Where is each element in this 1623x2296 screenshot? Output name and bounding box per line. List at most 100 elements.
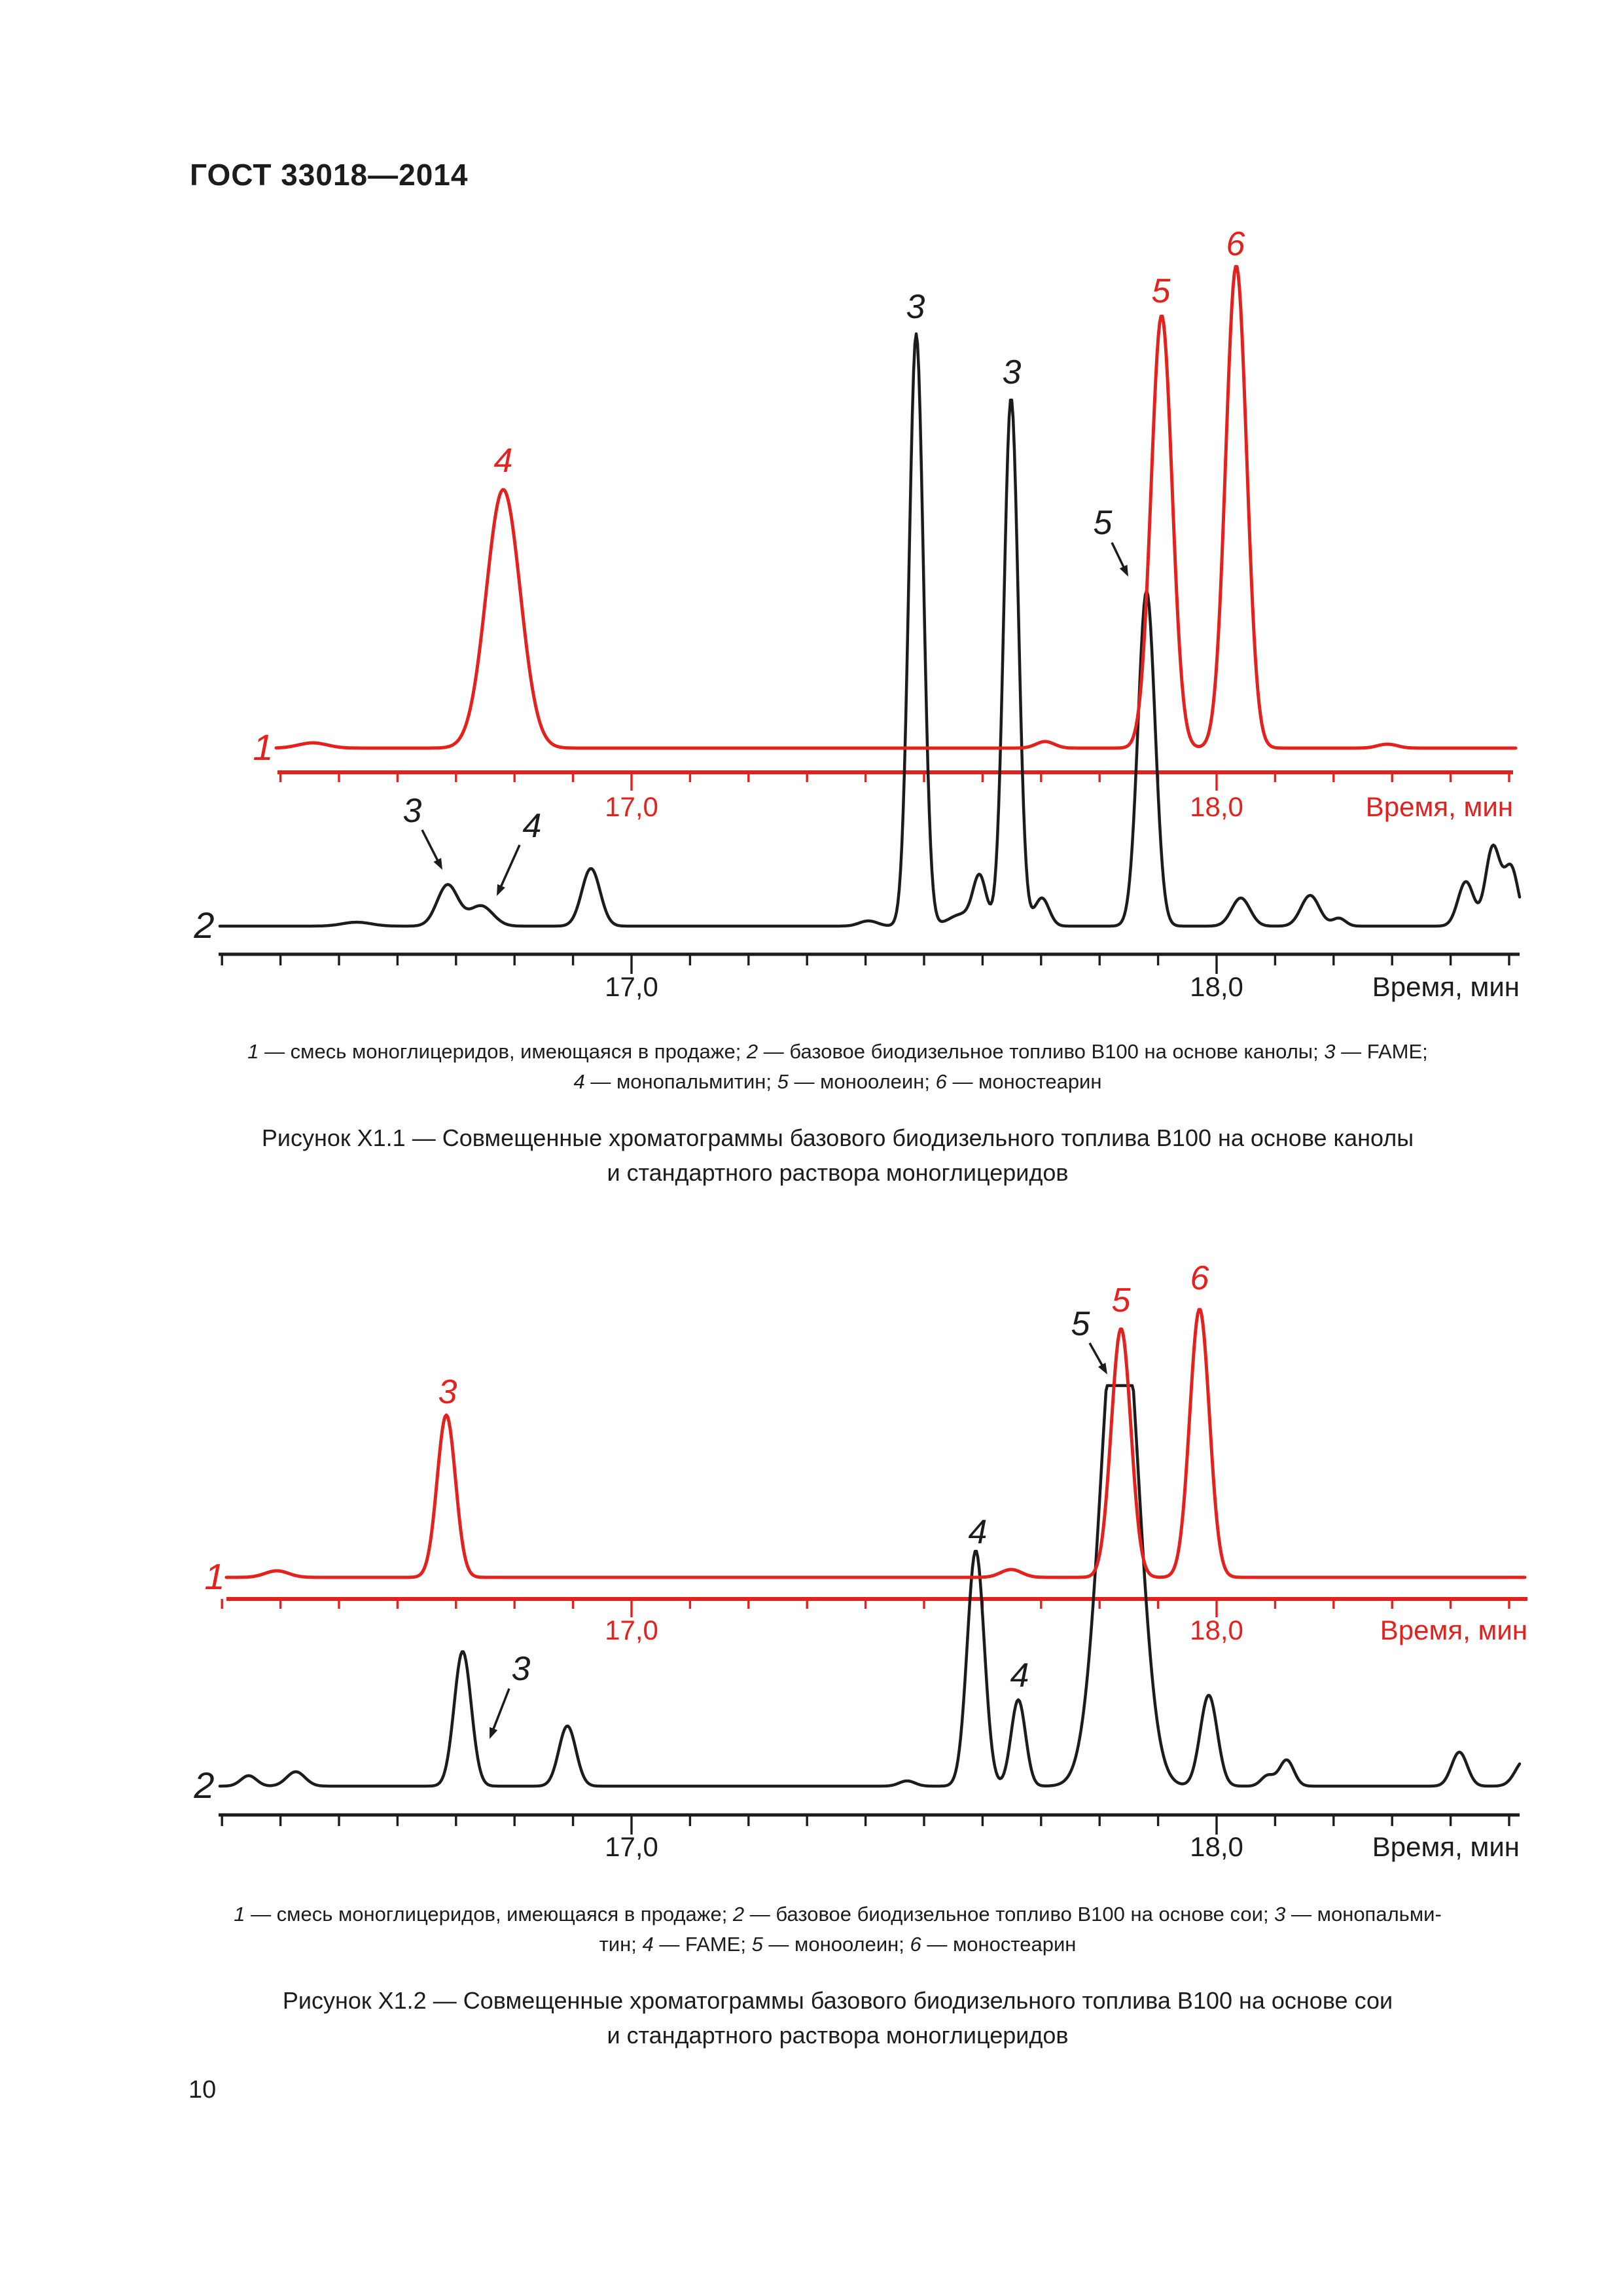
legend-item-number: 4 [573,1070,585,1093]
fig1-trace-2-b100-canola [218,332,1522,928]
legend-item-text: — монопальмитин; [584,1070,777,1093]
leader-arrow-line [490,1688,510,1734]
peak-number-label: 5 [1112,1282,1132,1319]
peak-number-label: 3 [906,288,925,326]
fig1-peak-label-1: 1 [253,726,273,768]
figure1-legend: 1 — смесь моноглицеридов, имеющаяся в пр… [98,1037,1577,1097]
legend-item-text: — моностеарин [946,1070,1102,1093]
axis-tick-label: 17,0 [605,971,658,1002]
legend-item-number: 6 [935,1070,947,1093]
fig2-red-time-axis: 17,0 18,0 Время, мин [221,1597,1527,1645]
legend-item-text: — моноолеин; [788,1070,936,1093]
fig2-peak-label-6: 6 [1190,1259,1209,1297]
legend-item-text: — базовое биодизельное топливо В100 на о… [744,1903,1275,1926]
legend-item-text: — базовое биодизельное топливо В100 на о… [758,1040,1325,1063]
fig2-peak-label-4: 4 [1010,1657,1029,1695]
leader-arrow-line [1088,1342,1105,1370]
axis-tick-label: 18,0 [1190,791,1243,822]
fig1-peak-label-5: 5 [1152,272,1171,310]
fig2-peak-label-3: 3 [490,1650,531,1739]
peak-number-label: 6 [1226,225,1245,263]
figure1-legend-line1: 1 — смесь моноглицеридов, имеющаяся в пр… [98,1037,1577,1067]
legend-item-number: 1 [247,1040,259,1063]
legend-item-number: 2 [732,1903,745,1926]
legend-item-number: 1 [234,1903,245,1926]
fig2-black-time-axis: 17,0 18,0 Время, мин [219,1813,1520,1862]
peak-number-label: 4 [523,807,542,845]
leader-arrow-head [1119,564,1128,577]
peak-number-label: 2 [193,905,214,946]
leader-arrow-head [490,1727,498,1739]
fig1-peak-label-5: 5 [1094,504,1128,577]
leader-arrow-head [1098,1362,1107,1374]
figure1-caption-line1: Рисунок Х1.1 — Совмещенные хроматограммы… [261,1124,1414,1151]
document-header: ГОСТ 33018—2014 [190,158,469,192]
figure1-legend-line2: 4 — монопальмитин; 5 — моноолеин; 6 — мо… [98,1067,1577,1097]
fig1-black-time-axis: 17,0 18,0 Время, мин [219,952,1520,1002]
peak-number-label: 5 [1094,504,1113,542]
axis-tick-label: 18,0 [1190,1831,1243,1862]
legend-item-number: 2 [746,1040,758,1063]
figure1-caption: Рисунок Х1.1 — Совмещенные хроматограммы… [98,1121,1577,1190]
fig2-peak-label-5: 5 [1071,1305,1107,1374]
legend-item-text: — моноолеин; [762,1933,910,1956]
peak-number-label: 3 [1003,353,1022,391]
legend-item-text: — моностеарин [921,1933,1077,1956]
page-number: 10 [188,2076,217,2104]
legend-item-number: 5 [751,1933,763,1956]
peak-number-label: 4 [494,442,513,480]
peak-number-label: 4 [969,1513,988,1551]
axis-title: Время, мин [1372,971,1520,1002]
leader-arrow-line [421,829,441,865]
axis-tick-label: 18,0 [1190,971,1243,1002]
peak-number-label: 3 [438,1373,457,1411]
legend-item-number: 4 [642,1933,654,1956]
figure2-caption: Рисунок Х1.2 — Совмещенные хроматограммы… [98,1983,1577,2053]
fig2-trace-1-standard-solution [224,1308,1527,1579]
fig2-peak-label-4: 4 [969,1513,988,1551]
peak-number-label: 2 [193,1765,214,1806]
peak-number-label: 3 [403,792,422,830]
peak-number-label: 6 [1190,1259,1209,1297]
peak-number-label: 4 [1010,1657,1029,1695]
legend-item-text: тин; [599,1933,643,1956]
legend-item-number: 6 [910,1933,921,1956]
fig1-peak-label-6: 6 [1226,225,1245,263]
fig1-peak-label-4: 4 [497,807,541,896]
figure2-legend-line2: тин; 4 — FAME; 5 — моноолеин; 6 — моност… [98,1929,1577,1960]
figure2-legend-line1: 1 — смесь моноглицеридов, имеющаяся в пр… [98,1899,1577,1929]
fig2-peak-label-3: 3 [438,1373,457,1411]
fig1-peak-label-2: 2 [193,905,214,946]
figure2-caption-line1: Рисунок Х1.2 — Совмещенные хроматограммы… [282,1987,1393,2014]
legend-item-number: 3 [1274,1903,1286,1926]
axis-tick-label: 17,0 [605,791,658,822]
axis-tick-label: 17,0 [605,1615,658,1645]
figure2-legend: 1 — смесь моноглицеридов, имеющаяся в пр… [98,1899,1577,1960]
legend-item-text: — смесь моноглицеридов, имеющаяся в прод… [245,1903,733,1926]
leader-arrow-line [498,844,521,891]
fig1-trace-1-standard-solution [274,264,1518,750]
figure2-caption-line2: и стандартного раствора моноглицеридов [607,2022,1069,2049]
leader-arrow-head [433,857,442,870]
fig1-red-time-axis: 17,0 18,0 Время, мин [277,770,1513,822]
fig1-peak-label-4: 4 [494,442,513,480]
peak-number-label: 1 [253,726,273,768]
legend-item-text: — FAME; [653,1933,752,1956]
fig1-peak-label-3: 3 [1003,353,1022,391]
fig2-peak-label-5: 5 [1112,1282,1132,1319]
fig1-peak-label-3: 3 [906,288,925,326]
peak-number-label: 5 [1152,272,1171,310]
legend-item-number: 3 [1324,1040,1336,1063]
peak-number-label: 5 [1071,1305,1091,1343]
axis-tick-label: 17,0 [605,1831,658,1862]
fig2-trace-2-b100-soy [218,1384,1522,1788]
leader-arrow-head [497,884,505,896]
peak-number-label: 3 [512,1650,531,1688]
axis-title: Время, мин [1380,1615,1527,1645]
legend-item-text: — монопальми- [1285,1903,1442,1926]
leader-arrow-line [1111,542,1127,571]
legend-item-number: 5 [777,1070,789,1093]
axis-title: Время, мин [1366,791,1513,822]
